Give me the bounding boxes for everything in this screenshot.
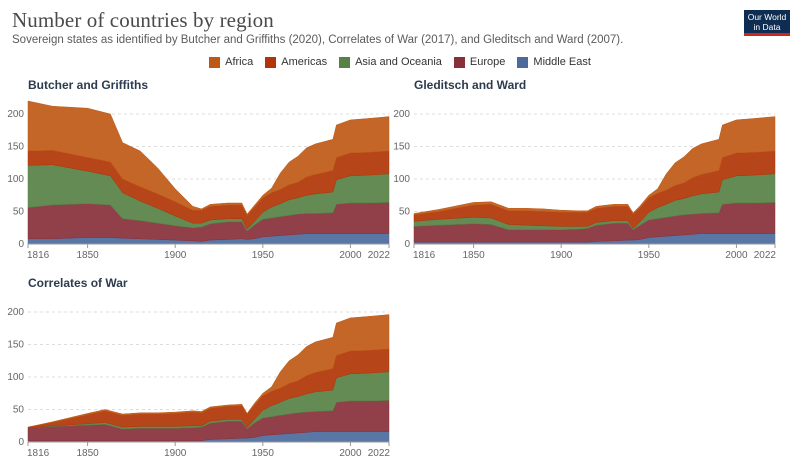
legend-label-middle-east: Middle East xyxy=(533,56,591,68)
legend-swatch-asia-oceania xyxy=(339,56,351,68)
correlates-of-war-xtick-1950: 1950 xyxy=(252,448,275,459)
correlates-of-war-xtick-1816: 1816 xyxy=(27,448,50,459)
gleditsch-and-ward-ytick-50: 50 xyxy=(399,207,411,218)
panel-title-gleditsch-ward: Gleditsch and Ward xyxy=(414,78,527,92)
panel-title-correlates-of-war: Correlates of War xyxy=(28,276,128,290)
correlates-of-war-xtick-1850: 1850 xyxy=(76,448,99,459)
chart-gleditsch-ward: 0 50 100 150 200 1816 1850 1900 1950 2000 2022 xyxy=(393,109,777,261)
gleditsch-and-ward-xtick-1950: 1950 xyxy=(638,250,661,261)
legend-label-africa: Africa xyxy=(225,56,254,68)
gleditsch-and-ward-xtick-1900: 1900 xyxy=(550,250,573,261)
gleditsch-and-ward-ytick-200: 200 xyxy=(393,109,410,120)
legend-item-africa[interactable]: Africa xyxy=(209,56,253,68)
gleditsch-and-ward-xtick-2022: 2022 xyxy=(754,250,777,261)
correlates-of-war-ytick-50: 50 xyxy=(13,405,25,416)
butcher-and-griffiths-xtick-1900: 1900 xyxy=(164,250,187,261)
butcher-and-griffiths-xtick-2022: 2022 xyxy=(368,250,391,261)
correlates-of-war-ytick-150: 150 xyxy=(7,340,24,351)
correlates-of-war-xtick-2022: 2022 xyxy=(368,448,391,459)
logo-line-1: Our World xyxy=(747,12,787,22)
butcher-and-griffiths-ytick-0: 0 xyxy=(18,239,24,250)
chart-title: Number of countries by region xyxy=(12,8,274,32)
legend-swatch-africa xyxy=(209,56,221,68)
butcher-and-griffiths-ytick-50: 50 xyxy=(13,207,25,218)
correlates-of-war-ytick-0: 0 xyxy=(18,437,24,448)
butcher-and-griffiths-area-africa xyxy=(27,100,390,216)
legend-item-middle-east[interactable]: Middle East xyxy=(517,56,591,68)
butcher-and-griffiths-xtick-1816: 1816 xyxy=(27,250,50,261)
butcher-and-griffiths-xtick-1850: 1850 xyxy=(76,250,99,261)
gleditsch-and-ward-xtick-2000: 2000 xyxy=(725,250,748,261)
panel-title-butcher-griffiths: Butcher and Griffiths xyxy=(28,78,149,92)
butcher-and-griffiths-xtick-1950: 1950 xyxy=(252,250,275,261)
butcher-and-griffiths-xtick-2000: 2000 xyxy=(339,250,362,261)
legend: Africa Americas Asia and Oceania Europe … xyxy=(0,56,800,68)
butcher-and-griffiths-ytick-100: 100 xyxy=(7,174,24,185)
legend-label-asia-oceania: Asia and Oceania xyxy=(355,56,442,68)
gleditsch-and-ward-ytick-150: 150 xyxy=(393,142,410,153)
gleditsch-and-ward-xtick-1850: 1850 xyxy=(462,250,485,261)
legend-swatch-europe xyxy=(453,56,465,68)
gleditsch-and-ward-xtick-1816: 1816 xyxy=(413,250,436,261)
chart-subtitle: Sovereign states as identified by Butche… xyxy=(12,34,624,46)
correlates-of-war-ytick-100: 100 xyxy=(7,372,24,383)
logo-line-2: in Data xyxy=(753,21,781,32)
correlates-of-war-xtick-1900: 1900 xyxy=(164,448,187,459)
chart-butcher-griffiths: 0 50 100 150 200 1816 1850 1900 1950 2000 2022 xyxy=(7,100,391,261)
legend-label-americas: Americas xyxy=(281,56,328,68)
gleditsch-and-ward-area-africa xyxy=(413,116,776,216)
butcher-and-griffiths-ytick-200: 200 xyxy=(7,109,24,120)
butcher-and-griffiths-ytick-150: 150 xyxy=(7,142,24,153)
chart-correlates-of-war: 0 50 100 150 200 1816 1850 1900 1950 2000 2022 xyxy=(7,307,391,459)
legend-item-europe[interactable]: Europe xyxy=(453,56,506,68)
legend-swatch-americas xyxy=(265,56,277,68)
gleditsch-and-ward-ytick-100: 100 xyxy=(393,174,410,185)
correlates-of-war-area-africa xyxy=(27,314,390,428)
gleditsch-and-ward-ytick-0: 0 xyxy=(404,239,410,250)
correlates-of-war-xtick-2000: 2000 xyxy=(339,448,362,459)
legend-item-asia-oceania[interactable]: Asia and Oceania xyxy=(339,56,442,68)
correlates-of-war-ytick-200: 200 xyxy=(7,307,24,318)
owid-logo[interactable]: Our World in Data xyxy=(744,10,790,36)
legend-label-europe: Europe xyxy=(469,56,506,68)
legend-swatch-middle-east xyxy=(517,56,529,68)
legend-item-americas[interactable]: Americas xyxy=(265,56,327,68)
